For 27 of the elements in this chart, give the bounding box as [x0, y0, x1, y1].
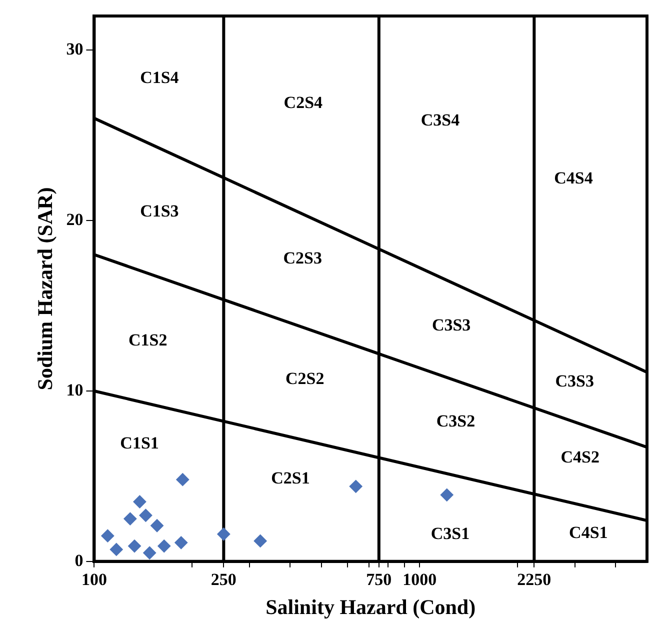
annotation: C2S3	[283, 248, 322, 268]
x-tick-label: 2250	[517, 570, 552, 589]
x-tick-label: 250	[210, 570, 236, 589]
annotation: C4S2	[560, 448, 600, 467]
x-tick-label: 100	[81, 570, 107, 589]
annotation: C3S2	[436, 412, 476, 431]
annotation: C1S2	[128, 330, 168, 350]
annotation: C3S3	[555, 371, 594, 390]
annotation: C3S1	[430, 524, 470, 544]
x-axis-title: Salinity Hazard (Cond)	[266, 594, 476, 619]
y-tick-label: 10	[66, 380, 84, 400]
y-axis-title: Sodium Hazard (SAR)	[33, 187, 58, 390]
annotation: C2S1	[271, 468, 310, 488]
y-tick-label: 20	[66, 210, 84, 229]
annotation: C4S4	[554, 168, 594, 188]
annotation: C2S2	[285, 369, 324, 388]
x-tick-label: 1000	[402, 570, 437, 589]
y-tick-label: 30	[66, 39, 84, 58]
annotation: C3S4	[420, 110, 460, 130]
annotation: C1S1	[120, 434, 159, 453]
x-tick-label: 750	[366, 570, 392, 589]
annotation: C1S4	[140, 68, 180, 88]
annotation: C1S3	[140, 202, 179, 221]
annotation: C2S4	[284, 93, 324, 112]
annotation: C3S3	[432, 316, 471, 335]
annotation: C4S1	[569, 522, 608, 542]
y-tick-label: 0	[74, 550, 84, 570]
